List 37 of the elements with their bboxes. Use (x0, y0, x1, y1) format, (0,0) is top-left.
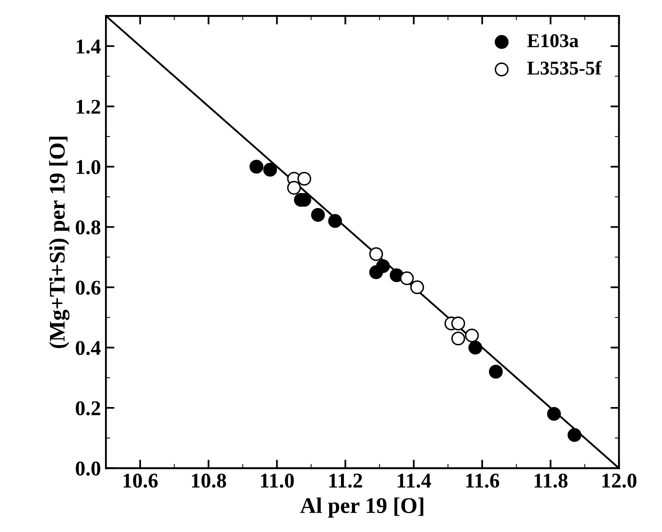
y-axis-title: (Mg+Ti+Si) per 19 [O] (49, 136, 70, 348)
point (488, 364, 503, 379)
point (297, 172, 312, 186)
point (468, 340, 482, 354)
x-tick-label: 11.6 (466, 474, 500, 488)
point (250, 160, 264, 174)
legend-label: L3535-5f (527, 60, 602, 75)
y-tick-label: 1.4 (76, 40, 101, 54)
point (328, 214, 342, 228)
point (369, 247, 384, 262)
point (263, 162, 277, 177)
x-tick-label: 11.2 (329, 474, 362, 488)
point (464, 328, 479, 342)
y-tick-label: 0.6 (76, 280, 100, 295)
point (451, 316, 466, 330)
y-tick-label: 1.2 (76, 100, 100, 114)
x-tick-label: 12.0 (602, 474, 636, 488)
point (376, 259, 390, 274)
point (287, 180, 301, 195)
point (311, 208, 325, 222)
point (400, 271, 414, 286)
x-tick-label: 11.4 (398, 474, 432, 488)
x-tick-label: 10.8 (192, 474, 226, 488)
x-tick-label: 11.0 (260, 474, 294, 488)
point (568, 428, 582, 442)
x-axis-title: Al per 19 [O] (300, 497, 424, 518)
x-tick-label: 10.6 (124, 474, 158, 488)
y-tick-label: 0.8 (76, 220, 100, 235)
point (547, 406, 561, 421)
y-tick-label: 0.4 (76, 340, 101, 356)
point (410, 280, 424, 294)
y-tick-label: 0.0 (76, 462, 100, 476)
y-tick-label: 0.2 (76, 401, 100, 416)
point (451, 332, 466, 346)
x-tick-label: 11.8 (534, 474, 568, 488)
legend-label: E103a (527, 34, 579, 48)
y-tick-label: 1.0 (76, 160, 100, 174)
